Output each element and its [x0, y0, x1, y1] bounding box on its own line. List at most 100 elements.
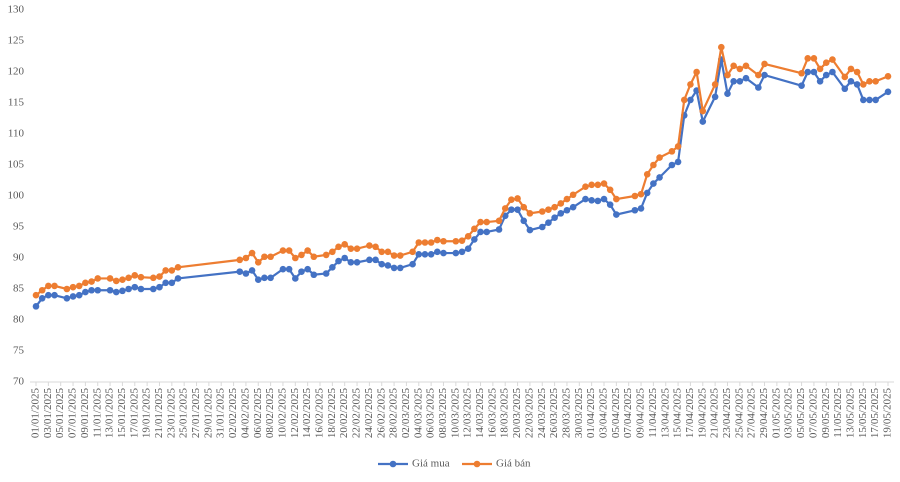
- point: [730, 78, 737, 85]
- y-tick-label: 130: [8, 4, 25, 16]
- point: [557, 210, 565, 217]
- x-tick-label: 24/03/2025: [536, 388, 548, 439]
- x-tick-label: 15/04/2025: [672, 388, 684, 439]
- point: [650, 180, 657, 187]
- point: [88, 286, 95, 294]
- point: [526, 226, 534, 234]
- point: [150, 285, 157, 293]
- point: [631, 192, 639, 200]
- point: [736, 78, 744, 85]
- point: [378, 260, 386, 268]
- x-tick-label: 03/01/2025: [42, 388, 54, 439]
- x-tick-label: 24/02/2025: [363, 388, 375, 439]
- point: [674, 158, 682, 166]
- point: [816, 65, 824, 73]
- x-tick-label: 16/03/2025: [486, 388, 498, 439]
- point: [32, 291, 40, 299]
- point: [112, 288, 120, 296]
- point: [594, 197, 602, 205]
- point: [396, 252, 404, 259]
- point: [668, 148, 676, 155]
- x-tick-label: 05/01/2025: [54, 388, 66, 439]
- x-tick-label: 09/01/2025: [79, 388, 91, 439]
- x-tick-label: 01/04/2025: [585, 388, 597, 439]
- legend-label: Giá mua: [412, 458, 450, 470]
- point: [310, 271, 318, 279]
- point: [38, 286, 46, 294]
- x-tick-label: 04/02/2025: [239, 388, 251, 439]
- point: [51, 291, 58, 299]
- point: [847, 65, 855, 73]
- x-tick-label: 22/02/2025: [351, 388, 363, 439]
- point: [483, 218, 490, 226]
- y-tick-label: 120: [8, 66, 25, 78]
- point: [119, 276, 126, 284]
- point: [322, 251, 330, 259]
- point: [366, 256, 373, 264]
- point: [699, 107, 707, 115]
- point: [372, 243, 379, 251]
- point: [829, 68, 836, 76]
- point: [168, 279, 176, 287]
- point: [415, 239, 423, 246]
- x-tick-label: 19/01/2025: [141, 388, 153, 439]
- x-tick-label: 15/05/2025: [857, 388, 869, 439]
- point: [761, 60, 768, 68]
- x-tick-label: 28/03/2025: [560, 388, 572, 439]
- point: [514, 206, 521, 213]
- point: [643, 171, 651, 178]
- point: [668, 161, 676, 169]
- point: [804, 55, 812, 62]
- point: [390, 252, 398, 259]
- x-tick-label: 02/02/2025: [227, 388, 239, 439]
- x-tick-label: 23/04/2025: [721, 388, 733, 439]
- point: [545, 219, 552, 226]
- x-tick-label: 21/01/2025: [153, 388, 165, 439]
- x-tick-label: 22/03/2025: [523, 388, 535, 439]
- point: [538, 223, 546, 231]
- point: [520, 217, 528, 225]
- point: [285, 247, 293, 254]
- legend-marker: [389, 460, 397, 468]
- point: [298, 268, 305, 275]
- x-tick-label: 01/05/2025: [770, 388, 782, 439]
- point: [347, 245, 355, 252]
- x-tick-label: 13/04/2025: [659, 388, 671, 439]
- point: [242, 254, 250, 262]
- point: [421, 239, 429, 246]
- point: [440, 237, 447, 245]
- point: [545, 206, 552, 213]
- x-tick-label: 20/03/2025: [511, 388, 523, 439]
- point: [810, 68, 818, 76]
- point: [322, 270, 330, 277]
- point: [514, 195, 521, 202]
- point: [63, 295, 71, 302]
- point: [699, 118, 707, 125]
- point: [335, 243, 342, 251]
- point: [341, 254, 348, 262]
- point: [82, 279, 89, 287]
- point: [304, 265, 311, 273]
- x-tick-label: 25/01/2025: [178, 388, 190, 439]
- point: [82, 288, 89, 296]
- x-tick-label: 17/05/2025: [869, 388, 881, 439]
- point: [248, 249, 256, 257]
- x-tick-label: 14/02/2025: [301, 388, 313, 439]
- x-tick-label: 13/05/2025: [844, 388, 856, 439]
- x-tick-label: 19/05/2025: [882, 388, 894, 439]
- point: [156, 273, 163, 280]
- point: [150, 274, 157, 282]
- point: [137, 285, 145, 293]
- x-tick-label: 11/04/2025: [647, 388, 659, 438]
- x-tick-label: 11/05/2025: [832, 388, 844, 438]
- x-tick-label: 10/03/2025: [449, 388, 461, 439]
- x-tick-label: 14/03/2025: [474, 388, 486, 439]
- point: [329, 264, 336, 271]
- point: [267, 253, 274, 261]
- point: [742, 74, 750, 82]
- point: [724, 90, 731, 97]
- point: [434, 248, 441, 256]
- point: [508, 206, 515, 213]
- point: [477, 228, 484, 236]
- x-tick-label: 07/05/2025: [807, 388, 819, 439]
